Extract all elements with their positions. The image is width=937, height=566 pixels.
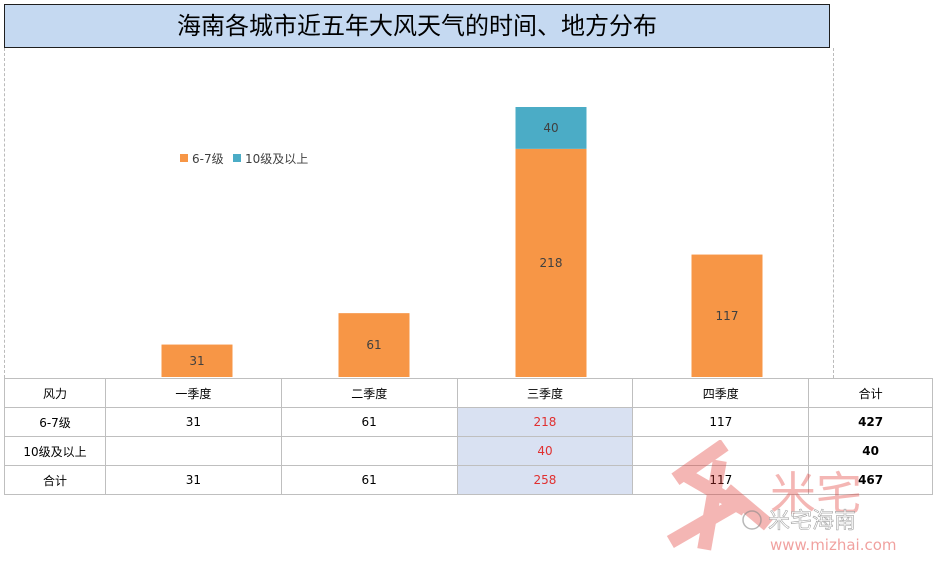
plot-area — [4, 48, 834, 378]
bar-series1-2 — [338, 313, 410, 377]
table-cell: 31 — [105, 465, 282, 495]
chart-title: 海南各城市近五年大风天气的时间、地方分布 — [4, 4, 830, 48]
bar-label: 117 — [716, 309, 739, 323]
table-cell: 117 — [632, 407, 810, 437]
legend-label: 6-7级 — [192, 152, 224, 166]
watermark-url: www.mizhai.com — [770, 536, 897, 554]
table-cell: 61 — [280, 407, 458, 437]
bar-series2-3 — [515, 107, 587, 149]
bar-series1-3 — [515, 148, 587, 377]
legend: 6-7级 10级及以上 — [180, 152, 308, 166]
table-row: 6-7级 31 61 218 117 427 — [4, 407, 933, 437]
table-cell — [105, 436, 282, 466]
row-label: 6-7级 — [4, 407, 106, 437]
bar-series1-4 — [691, 254, 763, 377]
bar-label: 61 — [366, 338, 381, 352]
table-cell: 40 — [456, 436, 634, 466]
header-cell: 风力 — [4, 378, 106, 408]
table-row: 10级及以上 40 40 — [4, 436, 933, 466]
table-cell: 467 — [808, 465, 933, 495]
bar-label: 31 — [189, 354, 204, 368]
bar-series1-1 — [161, 344, 233, 377]
table-cell: 31 — [105, 407, 282, 437]
header-cell: 合计 — [808, 378, 933, 408]
header-cell: 一季度 — [105, 378, 282, 408]
row-label: 10级及以上 — [4, 436, 106, 466]
watermark-logo-mark — [666, 440, 773, 551]
table-cell: 117 — [632, 465, 810, 495]
table-cell: 40 — [808, 436, 933, 466]
table-cell: 427 — [808, 407, 933, 437]
legend-swatch — [233, 154, 241, 162]
bar-label: 40 — [543, 121, 558, 135]
watermark-sub: 米宅海南 — [768, 509, 856, 534]
table-cell: 218 — [456, 407, 634, 437]
header-cell: 三季度 — [456, 378, 634, 408]
bars-layer: 31 61 218 40 117 — [161, 107, 763, 377]
bar-label: 218 — [540, 256, 563, 270]
legend-label: 10级及以上 — [245, 152, 308, 166]
table-header-row: 风力 一季度 二季度 三季度 四季度 合计 — [4, 378, 933, 408]
watermark-brand: 米宅 — [770, 467, 862, 521]
header-cell: 二季度 — [280, 378, 458, 408]
wechat-icon — [742, 510, 762, 530]
watermark-logo: 米宅 米宅海南 www.mizhai.com — [666, 440, 897, 554]
table-cell: 258 — [456, 465, 634, 495]
table-row: 合计 31 61 258 117 467 — [4, 465, 933, 495]
data-table: 风力 一季度 二季度 三季度 四季度 合计 6-7级 31 61 218 117… — [4, 378, 933, 495]
table-cell — [280, 436, 458, 466]
header-cell: 四季度 — [632, 378, 810, 408]
table-cell: 61 — [280, 465, 458, 495]
legend-swatch — [180, 154, 188, 162]
row-label: 合计 — [4, 465, 106, 495]
